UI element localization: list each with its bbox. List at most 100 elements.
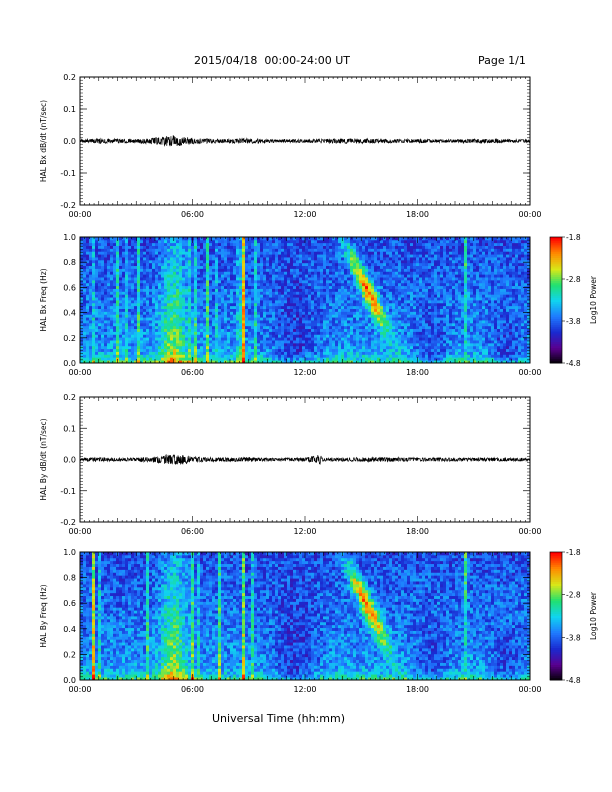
bx-spec-cell (197, 282, 201, 287)
bx-spec-cell (257, 322, 261, 327)
bx-spec-cell (272, 262, 276, 267)
bx-spec-cell (398, 282, 402, 287)
bx-spec-cell (209, 325, 213, 330)
bx-spec-cell (251, 342, 255, 347)
bx-spec-cell (164, 268, 168, 272)
bx-spec-cell (362, 334, 366, 338)
bx-spec-cell (182, 242, 186, 246)
bx-spec-cell (242, 348, 246, 352)
bx-spec-cell (212, 257, 216, 261)
bx-spec-cell (197, 322, 201, 327)
bx-spec-cell (143, 340, 147, 344)
bx-spec-cell (353, 288, 357, 292)
bx-spec-cell (311, 311, 315, 315)
bx-spec-cell (350, 302, 354, 307)
bx-spec-cell (227, 360, 231, 364)
bx-spec-cell (227, 294, 231, 298)
bx-spec-cell (218, 300, 222, 304)
bx-spec-cell (254, 239, 258, 244)
bx-spec-cell (299, 282, 303, 287)
bx-spec-cell (398, 360, 402, 364)
bx-spec-cell (359, 291, 363, 295)
bx-spec-cell (245, 334, 249, 338)
bx-spec-cell (194, 351, 198, 355)
bx-spec-cell (140, 305, 144, 309)
bx-spec-cell (347, 345, 351, 350)
bx-spec-cell (233, 331, 237, 335)
bx-spec-cell (122, 328, 126, 332)
bx-spec-cell (287, 248, 291, 252)
bx-spec-cell (164, 285, 168, 289)
bx-spec-cell (101, 328, 105, 332)
bx-spec-cell (122, 360, 126, 364)
bx-spec-cell (92, 291, 96, 295)
bx-spec-cell (167, 237, 171, 241)
bx-spec-cell (365, 239, 369, 244)
bx-spec-cell (389, 345, 393, 350)
bx-spec-cell (308, 279, 312, 284)
bx-spec-cell (275, 328, 279, 332)
bx-spec-cell (182, 285, 186, 289)
bx-spec-cell (215, 257, 219, 261)
bx-spec-cell (287, 271, 291, 275)
bx-spec-cell (299, 314, 303, 318)
bx-spec-cell (236, 262, 240, 267)
bx-spec-cell (152, 334, 156, 338)
bx-spec-cell (80, 308, 84, 312)
bx-spec-cell (92, 311, 96, 315)
bx-spec-cell (194, 325, 198, 330)
bx-spec-cell (131, 305, 135, 309)
bx-spec-cell (275, 245, 279, 249)
bx-spec-cell (131, 331, 135, 335)
bx-spec-cell (335, 274, 339, 278)
bx-spec-cell (320, 331, 324, 335)
bx-spec-cell (224, 348, 228, 352)
bx-spec-cell (311, 340, 315, 344)
bx-spec-cell (152, 291, 156, 295)
bx-spec-cell (323, 308, 327, 312)
bx-spec-cell (308, 277, 312, 281)
bx-spec-cell (278, 320, 282, 324)
bx-spec-cell (209, 331, 213, 335)
bx-spec-cell (152, 239, 156, 244)
bx-spec-cell (239, 297, 243, 301)
bx-spec-cell (182, 257, 186, 261)
bx-spec-cell (260, 308, 264, 312)
bx-spec-cell (296, 331, 300, 335)
bx-spec-cell (140, 328, 144, 332)
bx-spec-cell (98, 337, 102, 341)
bx-spec-cell (95, 331, 99, 335)
bx-spec-cell (158, 351, 162, 355)
bx-spec-cell (179, 345, 183, 350)
bx-spec-cell (185, 251, 189, 255)
bx-spec-cell (170, 325, 174, 330)
bx-spec-cell (128, 242, 132, 246)
bx-spec-cell (350, 345, 354, 350)
bx-spec-cell (293, 282, 297, 287)
bx-spec-cell (182, 308, 186, 312)
bx-spec-cell (161, 340, 165, 344)
bx-spec-cell (140, 357, 144, 361)
bx-spec-cell (290, 331, 294, 335)
bx-spec-cell (371, 317, 375, 321)
bx-spec-cell (170, 308, 174, 312)
bx-spec-cell (359, 331, 363, 335)
bx-spec-cell (158, 357, 162, 361)
bx-spec-cell (161, 277, 165, 281)
bx-spec-cell (311, 345, 315, 350)
bx-spec-cell (347, 282, 351, 287)
bx-spec-cell (395, 345, 399, 350)
bx-spec-cell (263, 342, 267, 347)
bx-spec-cell (161, 237, 165, 241)
bx-spec-cell (179, 337, 183, 341)
bx-spec-cell (290, 265, 294, 269)
bx-spec-cell (314, 285, 318, 289)
bx-spec-cell (188, 354, 192, 358)
bx-spec-cell (170, 265, 174, 269)
bx-spec-cell (251, 259, 255, 264)
bx-spec-cell (173, 348, 177, 352)
bx-spec-cell (107, 248, 111, 252)
bx-spec-cell (323, 351, 327, 355)
bx-spec-cell (236, 360, 240, 364)
bx-spec-cell (386, 357, 390, 361)
